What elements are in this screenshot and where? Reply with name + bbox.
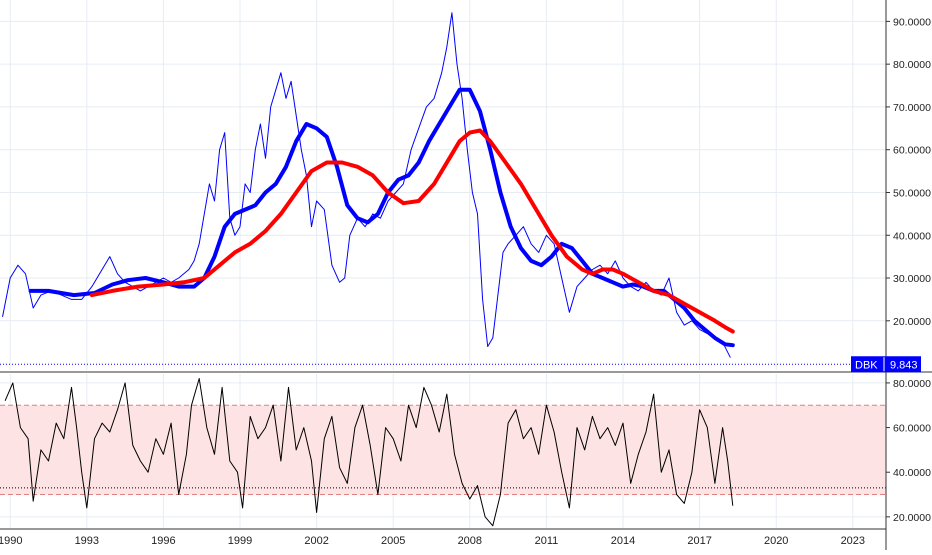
osc-y-tick-label: 40.0000 [893, 467, 931, 479]
price-y-tick-label: 80.0000 [893, 59, 931, 71]
price-y-tick-label: 50.0000 [893, 187, 931, 199]
last-price-symbol: DBK [855, 359, 878, 371]
axis-labels-group: 1990 1993 1996 1999 2002 2005 2008 2011 2014 2017… [0, 16, 931, 547]
price-series-group [0, 12, 886, 365]
x-tick-label: 1999 [228, 535, 252, 547]
price-y-tick-label: 90.0000 [893, 16, 931, 28]
x-tick-label: 2011 [535, 535, 559, 547]
oscillator-series-line [4, 378, 734, 527]
x-tick-label: 1996 [151, 535, 175, 547]
price-y-tick-label: 40.0000 [893, 230, 931, 242]
osc-y-tick-label: 60.0000 [893, 423, 931, 435]
x-tick-label: 2017 [687, 535, 711, 547]
price-y-tick-label: 30.0000 [893, 273, 931, 285]
price-series-ma-long [89, 128, 735, 334]
oscillator-series-group [0, 378, 886, 527]
x-tick-label: 2014 [611, 535, 635, 547]
osc-y-tick-label: 80.0000 [893, 378, 931, 390]
x-tick-label: 1990 [0, 535, 22, 547]
x-tick-label: 2005 [381, 535, 405, 547]
x-tick-label: 2023 [841, 535, 865, 547]
x-tick-label: 2002 [304, 535, 328, 547]
oscillator-band-group [0, 404, 886, 496]
oscillator-band [0, 405, 886, 495]
price-series-price [2, 12, 731, 358]
x-tick-label: 1993 [75, 535, 99, 547]
last-price-value: 9.843 [890, 359, 918, 371]
x-tick-label: 2008 [458, 535, 482, 547]
x-tick-label: 2020 [764, 535, 788, 547]
price-y-tick-label: 70.0000 [893, 102, 931, 114]
osc-y-tick-label: 20.0000 [893, 512, 931, 524]
price-y-tick-label: 60.0000 [893, 145, 931, 157]
price-series-ma-short [28, 87, 735, 348]
price-y-tick-label: 20.0000 [893, 316, 931, 328]
price-panel-grid [0, 0, 886, 370]
last-price-badge [851, 356, 921, 373]
